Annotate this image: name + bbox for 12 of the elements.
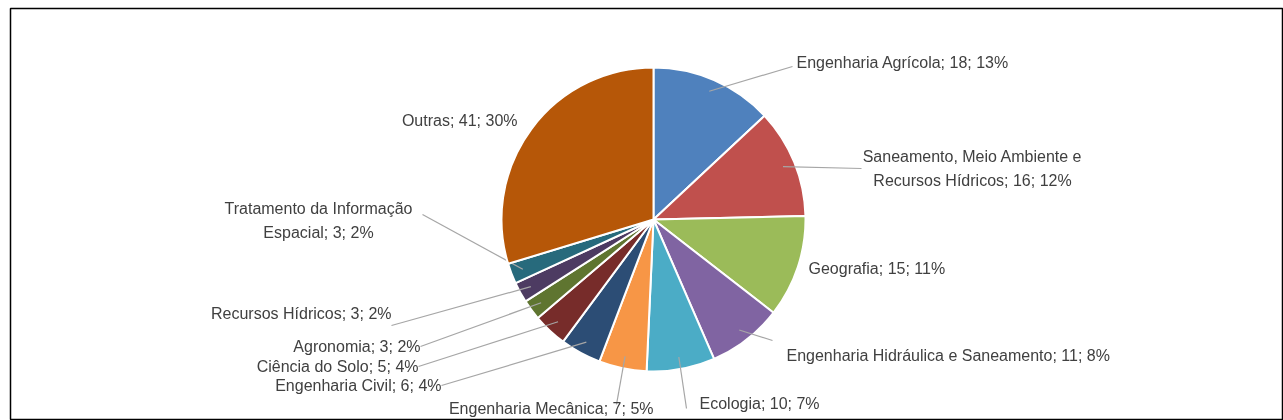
slice-label: Saneamento, Meio Ambiente e Recursos Hídricos; 16; 12% xyxy=(862,148,1082,189)
slice-label: Ecologia; 10; 7% xyxy=(699,395,820,412)
slice-label: Agronomia; 3; 2% xyxy=(293,338,421,355)
slice-label: Tratamento da Informação Espacial; 3; 2% xyxy=(224,200,413,241)
slice-label: Recursos Hídricos; 3; 2% xyxy=(210,305,392,322)
slice-label: Engenharia Civil; 6; 4% xyxy=(275,377,442,394)
slice-label: Geografia; 15; 11% xyxy=(808,260,946,277)
slice-label: Engenharia Mecânica; 7; 5% xyxy=(448,400,654,417)
slice-label: Outras; 41; 30% xyxy=(401,112,518,129)
slice-label: Ciência do Solo; 5; 4% xyxy=(256,358,419,375)
slice-label: Engenharia Hidráulica e Saneamento; 11; 8% xyxy=(786,347,1110,364)
slice-label: Engenharia Agrícola; 18; 13% xyxy=(796,54,1009,71)
